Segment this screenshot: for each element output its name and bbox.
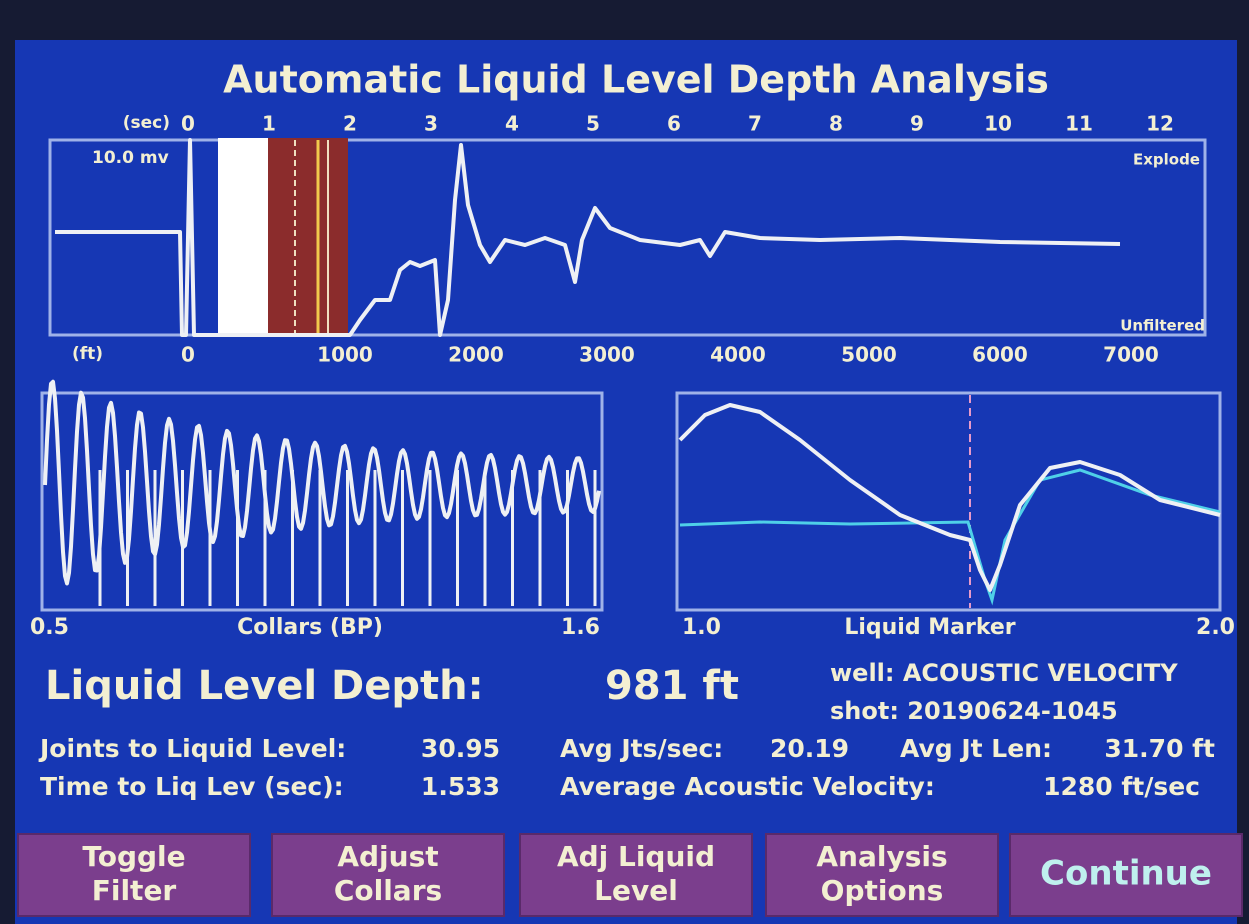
joints-value: 30.95 bbox=[421, 734, 500, 763]
time-tick-label: 9 bbox=[910, 112, 924, 136]
depth-tick-label: 0 bbox=[181, 343, 195, 367]
time-unit: (sec) bbox=[123, 113, 170, 133]
velocity-label: Average Acoustic Velocity: bbox=[560, 772, 935, 801]
depth-value: 981 ft bbox=[605, 663, 739, 709]
button-label[interactable]: Continue bbox=[1040, 854, 1212, 894]
button-label[interactable]: Analysis bbox=[816, 840, 947, 873]
joints-label: Joints to Liquid Level: bbox=[38, 734, 346, 763]
mode-top: Explode bbox=[1133, 151, 1200, 169]
time-tick-label: 6 bbox=[667, 112, 681, 136]
button-label[interactable]: Options bbox=[821, 874, 944, 907]
jt-len-value: 31.70 ft bbox=[1104, 734, 1215, 763]
time-tick-label: 0 bbox=[181, 112, 195, 136]
time-tick-label: 8 bbox=[829, 112, 843, 136]
button-label[interactable]: Level bbox=[594, 874, 678, 907]
collar-band bbox=[268, 138, 348, 336]
time-tick-label: 10 bbox=[984, 112, 1012, 136]
depth-tick-label: 7000 bbox=[1103, 343, 1159, 367]
button[interactable]: Continue bbox=[1010, 834, 1242, 916]
liquid-end: 2.0 bbox=[1196, 615, 1235, 640]
liquid-label: Liquid Marker bbox=[844, 615, 1015, 640]
marker-band bbox=[218, 138, 268, 336]
time-tick-label: 2 bbox=[343, 112, 357, 136]
depth-tick-label: 4000 bbox=[710, 343, 766, 367]
depth-tick-label: 6000 bbox=[972, 343, 1028, 367]
button-label[interactable]: Filter bbox=[92, 874, 177, 907]
button-label[interactable]: Collars bbox=[334, 874, 442, 907]
time-tick-label: 11 bbox=[1065, 112, 1093, 136]
time-tick-label: 3 bbox=[424, 112, 438, 136]
depth-tick-label: 2000 bbox=[448, 343, 504, 367]
well: well: ACOUSTIC VELOCITY bbox=[830, 659, 1178, 687]
time-tick-label: 12 bbox=[1146, 112, 1174, 136]
depth-tick-label: 5000 bbox=[841, 343, 897, 367]
jt-len-label: Avg Jt Len: bbox=[900, 734, 1052, 763]
mode-bottom: Unfiltered bbox=[1120, 317, 1205, 335]
liquid-start: 1.0 bbox=[682, 615, 721, 640]
screen: Automatic Liquid Level Depth Analysis (s… bbox=[0, 0, 1249, 924]
time-value: 1.533 bbox=[421, 772, 500, 801]
jts-sec-label: Avg Jts/sec: bbox=[560, 734, 723, 763]
gain-label: 10.0 mv bbox=[92, 148, 169, 168]
button-label[interactable]: Toggle bbox=[82, 840, 185, 873]
collars-end: 1.6 bbox=[561, 615, 600, 640]
jts-sec-value: 20.19 bbox=[770, 734, 849, 763]
depth-tick-label: 1000 bbox=[317, 343, 373, 367]
title: Automatic Liquid Level Depth Analysis bbox=[223, 58, 1049, 102]
velocity-value: 1280 ft/sec bbox=[1043, 772, 1200, 801]
depth-label: Liquid Level Depth: bbox=[45, 663, 484, 709]
button-label[interactable]: Adjust bbox=[337, 840, 438, 873]
collars-start: 0.5 bbox=[30, 615, 69, 640]
depth-tick-label: 3000 bbox=[579, 343, 635, 367]
time-tick-label: 1 bbox=[262, 112, 276, 136]
shot: shot: 20190624-1045 bbox=[830, 697, 1118, 725]
time-tick-label: 5 bbox=[586, 112, 600, 136]
time-label: Time to Liq Lev (sec): bbox=[40, 772, 344, 801]
time-tick-label: 4 bbox=[505, 112, 519, 136]
button-label[interactable]: Adj Liquid bbox=[557, 840, 715, 873]
time-tick-label: 7 bbox=[748, 112, 762, 136]
collars-label: Collars (BP) bbox=[237, 615, 383, 640]
depth-unit: (ft) bbox=[72, 344, 103, 364]
